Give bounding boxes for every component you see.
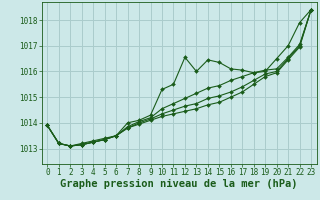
X-axis label: Graphe pression niveau de la mer (hPa): Graphe pression niveau de la mer (hPa) (60, 179, 298, 189)
